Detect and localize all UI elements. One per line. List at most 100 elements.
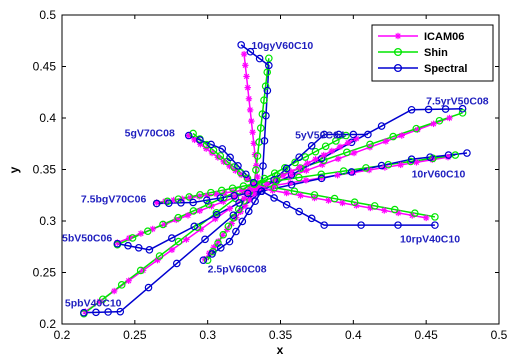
- star-marker: [381, 207, 388, 214]
- shin-marker: [143, 227, 152, 235]
- shin-marker: [207, 188, 215, 197]
- shin-marker: [159, 220, 167, 229]
- star-marker: [212, 215, 219, 223]
- star-marker: [245, 95, 253, 102]
- spectral-marker: [202, 196, 211, 204]
- shin-marker: [260, 96, 268, 104]
- shin-marker: [317, 170, 326, 179]
- spectral-marker: [263, 86, 272, 95]
- x-tick-label: 0.3: [199, 328, 216, 342]
- spectral-marker: [235, 199, 243, 207]
- x-axis-label: x: [277, 343, 284, 357]
- spectral-marker: [320, 130, 329, 139]
- shin-marker: [230, 163, 238, 171]
- spectral-marker: [190, 222, 199, 231]
- legend-marker: [393, 63, 403, 73]
- shin-marker: [290, 187, 299, 196]
- shin-marker: [202, 140, 211, 149]
- series-markers: [80, 41, 471, 318]
- spectral-marker: [282, 164, 291, 173]
- shin-marker: [204, 200, 213, 208]
- spectral-marker: [265, 61, 273, 70]
- shin-marker: [342, 131, 350, 140]
- y-tick-label: 0.2: [39, 317, 56, 331]
- shin-line: [83, 183, 255, 315]
- star-marker: [242, 62, 249, 69]
- spectral-marker: [218, 145, 227, 153]
- spectral-marker: [234, 161, 242, 170]
- spectral-marker: [80, 308, 88, 317]
- shin-marker: [270, 183, 279, 192]
- spectral-marker: [426, 153, 434, 161]
- spectral-marker: [232, 227, 240, 236]
- star-marker: [241, 195, 248, 202]
- legend: ICAM06 Shin Spectral: [371, 24, 494, 82]
- legend-label: ICAM06: [424, 31, 464, 43]
- spectral-marker: [199, 256, 208, 264]
- shin-marker: [174, 237, 183, 246]
- spectral-line: [261, 152, 468, 192]
- legend-label: Shin: [424, 47, 448, 59]
- spectral-marker: [104, 308, 112, 316]
- star-marker: [325, 197, 332, 204]
- shin-marker: [330, 194, 339, 203]
- star-marker: [302, 177, 310, 184]
- star-marker: [312, 156, 319, 163]
- legend-marker: [393, 47, 403, 57]
- star-marker: [398, 132, 405, 139]
- shin-marker: [128, 234, 137, 242]
- spectral-marker: [349, 130, 358, 139]
- shin-marker: [321, 142, 330, 151]
- spectral-marker: [216, 194, 225, 202]
- shin-marker: [291, 158, 299, 167]
- shin-marker: [260, 174, 269, 183]
- hue-label: 7.5yrV50C08: [426, 96, 489, 108]
- shin-marker: [255, 138, 263, 146]
- spectral-marker: [208, 250, 216, 258]
- star-marker: [283, 189, 290, 197]
- x-tick-label: 0.45: [414, 328, 438, 342]
- star-marker: [137, 230, 145, 237]
- spectral-marker: [317, 174, 326, 183]
- spectral-marker: [249, 178, 258, 187]
- spectral-marker: [177, 199, 185, 207]
- shin-marker: [98, 295, 107, 304]
- y-tick-label: 0.5: [39, 8, 56, 22]
- spectral-marker: [282, 200, 291, 209]
- shin-marker: [389, 132, 397, 141]
- star-marker: [296, 164, 303, 171]
- star-marker: [226, 205, 233, 212]
- spectral-marker: [226, 153, 234, 162]
- x-tick-label: 0.2: [54, 328, 71, 342]
- star-marker: [344, 139, 352, 146]
- shin-marker: [311, 147, 320, 156]
- spectral-line: [261, 190, 435, 226]
- spectral-marker: [377, 122, 386, 130]
- star-marker: [250, 140, 257, 147]
- star-marker: [422, 214, 430, 222]
- spectral-marker: [145, 246, 154, 254]
- spectral-marker: [377, 161, 386, 170]
- shin-line: [254, 183, 436, 218]
- spectral-marker: [463, 149, 471, 157]
- spectral-marker: [262, 111, 270, 120]
- x-tick-label: 0.35: [269, 328, 293, 342]
- star-marker: [240, 50, 248, 58]
- spectral-marker: [216, 243, 225, 252]
- star-marker: [446, 114, 453, 122]
- spectral-marker: [92, 308, 100, 317]
- shin-marker: [224, 222, 233, 231]
- star-marker: [243, 73, 250, 80]
- shin-marker: [189, 207, 198, 215]
- star-marker: [196, 207, 203, 214]
- y-tick-label: 0.35: [33, 163, 57, 177]
- hue-label: 2.5pV60C08: [208, 264, 267, 276]
- shin-marker: [155, 252, 164, 260]
- spectral-line: [240, 44, 270, 192]
- shin-marker: [435, 116, 444, 125]
- hue-label: 10rpV40C10: [400, 234, 460, 246]
- spectral-marker: [242, 170, 250, 179]
- star-marker: [382, 138, 390, 145]
- spectral-marker: [444, 151, 453, 159]
- shin-marker: [117, 281, 126, 289]
